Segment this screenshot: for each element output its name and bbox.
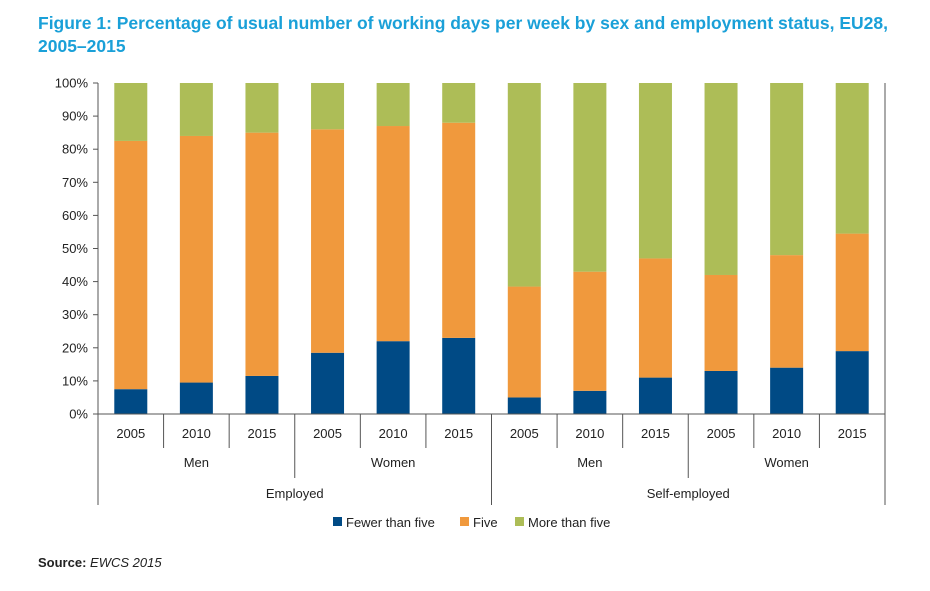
x-group-label-sex: Women: [764, 455, 809, 470]
bar-segment-fewer-than-five: [835, 351, 869, 414]
bar-segment-more-than-five: [835, 83, 869, 234]
bar-segment-more-than-five: [638, 83, 672, 259]
bar-segment-fewer-than-five: [311, 352, 345, 414]
source-label: Source:: [38, 555, 87, 570]
bar-segment-five: [638, 258, 672, 378]
chart-title: Figure 1: Percentage of usual number of …: [38, 13, 888, 56]
x-tick-label: 2005: [707, 426, 736, 441]
source-value: EWCS 2015: [90, 555, 162, 570]
y-tick-label: 80%: [62, 142, 88, 157]
bar-segment-five: [442, 122, 476, 338]
y-tick-label: 0%: [69, 407, 88, 422]
x-group-label-sex: Men: [577, 455, 602, 470]
x-tick-label: 2005: [510, 426, 539, 441]
bar-segment-five: [245, 132, 279, 376]
x-tick-label: 2015: [247, 426, 276, 441]
x-tick-label: 2015: [641, 426, 670, 441]
bar-segment-more-than-five: [573, 83, 607, 272]
legend-swatch-five: [460, 517, 469, 526]
bar-segment-five: [311, 129, 345, 353]
legend-swatch-more-than-five: [515, 517, 524, 526]
bar-segment-fewer-than-five: [114, 389, 148, 414]
bar-segment-more-than-five: [704, 83, 738, 275]
bar-segment-more-than-five: [311, 83, 345, 130]
bar-segment-more-than-five: [442, 83, 476, 123]
bar-segment-fewer-than-five: [376, 341, 410, 414]
x-group-label-status: Self-employed: [647, 486, 730, 501]
bar-segment-more-than-five: [507, 83, 541, 287]
bar-segment-fewer-than-five: [179, 382, 213, 414]
legend-label: Five: [473, 515, 498, 530]
bar-segment-fewer-than-five: [770, 367, 804, 414]
bar-segment-five: [770, 255, 804, 368]
bar-segment-fewer-than-five: [507, 397, 541, 414]
x-tick-label: 2015: [838, 426, 867, 441]
x-tick-label: 2005: [116, 426, 145, 441]
bar-segment-five: [179, 135, 213, 383]
bar-segment-five: [114, 140, 148, 390]
y-tick-label: 60%: [62, 208, 88, 223]
x-tick-label: 2005: [313, 426, 342, 441]
bar-segment-five: [704, 274, 738, 371]
legend-swatch-fewer-than-five: [333, 517, 342, 526]
bar-segment-fewer-than-five: [704, 370, 738, 414]
x-tick-label: 2015: [444, 426, 473, 441]
bar-segment-five: [573, 271, 607, 391]
bar-segment-more-than-five: [770, 83, 804, 256]
x-group-label-sex: Men: [184, 455, 209, 470]
x-tick-label: 2010: [772, 426, 801, 441]
bar-segment-fewer-than-five: [573, 390, 607, 414]
bar-segment-more-than-five: [376, 83, 410, 127]
y-tick-label: 20%: [62, 340, 88, 355]
bar-segment-five: [835, 233, 869, 352]
x-tick-label: 2010: [575, 426, 604, 441]
legend-label: More than five: [528, 515, 610, 530]
x-tick-label: 2010: [379, 426, 408, 441]
y-tick-label: 40%: [62, 274, 88, 289]
bar-segment-fewer-than-five: [245, 375, 279, 414]
bar-segment-more-than-five: [179, 83, 213, 136]
y-tick-label: 50%: [62, 241, 88, 256]
source-note: Source: EWCS 2015: [38, 555, 162, 570]
bar-segment-five: [507, 286, 541, 398]
y-tick-label: 70%: [62, 175, 88, 190]
bar-segment-five: [376, 126, 410, 342]
y-tick-label: 90%: [62, 109, 88, 124]
x-tick-label: 2010: [182, 426, 211, 441]
bar-segment-more-than-five: [245, 83, 279, 133]
bar-segment-fewer-than-five: [638, 377, 672, 414]
legend-label: Fewer than five: [346, 515, 435, 530]
y-tick-label: 100%: [55, 76, 89, 91]
bar-segment-fewer-than-five: [442, 337, 476, 414]
x-group-label-status: Employed: [266, 486, 324, 501]
y-tick-label: 10%: [62, 373, 88, 388]
y-tick-label: 30%: [62, 307, 88, 322]
x-group-label-sex: Women: [371, 455, 416, 470]
bar-segment-more-than-five: [114, 83, 148, 141]
